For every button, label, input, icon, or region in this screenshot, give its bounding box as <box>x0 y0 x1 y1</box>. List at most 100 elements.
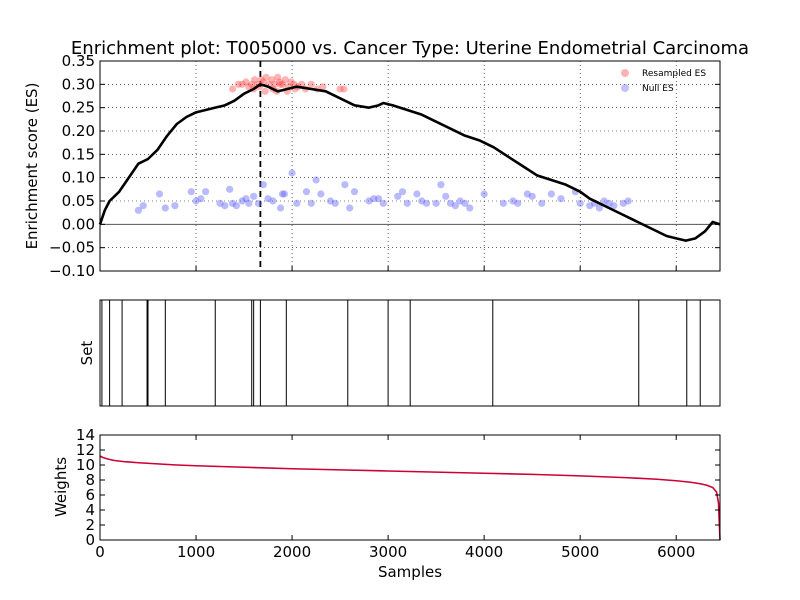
resampled-es-point <box>281 76 289 84</box>
enrichment-y-tick-label: 0.05 <box>62 192 95 210</box>
enrichment-y-tick-label: 0.20 <box>62 122 95 140</box>
null-es-point <box>509 197 517 205</box>
null-es-point <box>605 199 613 207</box>
null-es-point <box>326 197 335 205</box>
null-es-point <box>394 192 402 200</box>
null-es-point <box>610 202 618 210</box>
resampled-es-point <box>261 87 269 95</box>
null-es-point <box>232 202 240 210</box>
resampled-es-point <box>275 78 284 86</box>
null-es-point <box>374 195 383 203</box>
weights-x-tick-label: 4000 <box>465 543 503 561</box>
legend: Resampled ES Null ES <box>621 69 706 94</box>
weights-x-tick-label: 2000 <box>273 543 311 561</box>
resampled-es-points <box>228 73 348 95</box>
null-es-points <box>134 169 632 214</box>
null-es-point <box>480 190 488 198</box>
null-es-point <box>557 195 565 203</box>
weights-y-tick-label: 2 <box>85 516 95 534</box>
null-es-point <box>365 197 373 205</box>
resampled-es-point <box>271 80 279 88</box>
null-es-point <box>346 204 354 212</box>
null-es-point <box>192 197 200 205</box>
weights-y-label: Weights <box>52 457 70 517</box>
weights-plot-frame <box>99 434 721 541</box>
null-es-point <box>134 206 143 214</box>
enrichment-y-tick-label: −0.05 <box>49 239 95 257</box>
set-y-label: Set <box>78 341 96 366</box>
weights-y-tick-label: 12 <box>76 441 95 459</box>
null-es-point <box>250 192 258 200</box>
legend-resampled-label: Resampled ES <box>642 69 706 79</box>
null-es-point <box>139 202 147 210</box>
resampled-es-point <box>278 80 287 88</box>
null-es-point <box>418 197 426 205</box>
set-plot-frame <box>99 299 721 407</box>
weights-line <box>99 455 721 541</box>
null-es-point <box>280 190 288 198</box>
null-es-point <box>242 195 250 203</box>
enrichment-y-tick-label: 0.15 <box>62 145 95 163</box>
null-es-point <box>155 190 164 198</box>
null-es-point <box>254 199 263 207</box>
null-es-point <box>264 195 272 203</box>
null-es-point <box>446 199 455 207</box>
null-es-point <box>398 188 407 196</box>
enrichment-y-tick-label: 0.25 <box>62 99 95 117</box>
weights-x-tick-label: 0 <box>95 543 105 561</box>
weights-x-tick-label: 3000 <box>369 543 407 561</box>
null-es-point <box>259 181 267 189</box>
null-es-point <box>586 202 594 210</box>
legend-null-marker <box>621 84 629 92</box>
null-es-point <box>238 197 246 205</box>
null-es-point <box>187 188 195 196</box>
null-es-point <box>461 199 469 207</box>
null-es-point <box>370 195 378 203</box>
null-es-point <box>302 188 311 196</box>
weights-y-tick-label: 0 <box>85 531 95 549</box>
null-es-point <box>276 204 285 212</box>
weights-y-tick-label: 4 <box>85 501 95 519</box>
resampled-es-point <box>238 80 246 88</box>
figure-title: Enrichment plot: T005000 vs. Cancer Type… <box>71 38 749 59</box>
set-panel: Set <box>78 299 721 407</box>
weights-y-tick-label: 10 <box>76 456 95 474</box>
null-es-point <box>341 181 349 189</box>
enrichment-plot-frame <box>99 60 721 272</box>
null-es-point <box>293 199 301 207</box>
resampled-es-point <box>307 80 315 88</box>
resampled-es-point <box>251 76 259 84</box>
weights-x-tick-label: 6000 <box>657 543 695 561</box>
resampled-es-point <box>274 73 282 81</box>
null-es-point <box>350 188 359 196</box>
resampled-es-point <box>287 78 295 86</box>
null-es-point <box>547 190 555 198</box>
null-es-point <box>245 199 253 207</box>
null-es-point <box>576 199 584 207</box>
null-es-point <box>202 188 210 196</box>
enrichment-grid <box>100 61 720 271</box>
null-es-point <box>221 202 229 210</box>
enrichment-score-line <box>98 83 721 242</box>
weights-y-tick-label: 8 <box>85 471 95 489</box>
null-es-point <box>437 181 445 189</box>
null-es-point <box>514 199 522 207</box>
weights-y-tick-label: 14 <box>76 426 95 444</box>
resampled-es-point <box>257 76 265 84</box>
weights-x-tick-label: 1000 <box>177 543 215 561</box>
set-hit-bars <box>101 300 701 406</box>
resampled-es-point <box>340 85 348 93</box>
enrichment-y-tick-label: 0.00 <box>62 215 95 233</box>
null-es-point <box>456 197 464 205</box>
enrichment-y-tick-label: −0.10 <box>49 262 95 280</box>
null-es-point <box>528 192 536 200</box>
resampled-es-point <box>319 83 327 91</box>
legend-resampled-marker <box>621 69 629 77</box>
null-es-point <box>499 199 507 207</box>
legend-null-label: Null ES <box>642 84 674 94</box>
null-es-point <box>312 176 320 184</box>
null-es-point <box>379 199 387 207</box>
